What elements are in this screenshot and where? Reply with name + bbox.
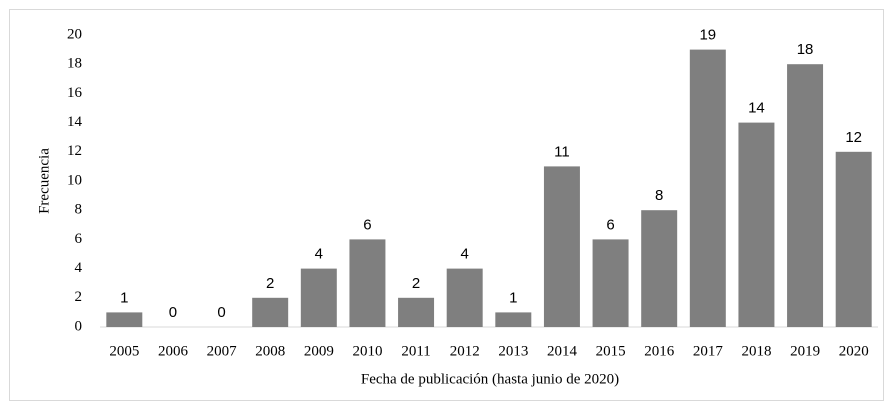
x-tick-label: 2005 <box>109 343 139 359</box>
y-tick-label: 8 <box>75 202 83 218</box>
data-label: 2 <box>412 275 420 292</box>
x-tick-label: 2012 <box>450 343 480 359</box>
x-tick-label: 2009 <box>304 343 334 359</box>
data-label: 6 <box>363 216 371 233</box>
y-tick-label: 16 <box>67 85 83 101</box>
data-label: 14 <box>748 100 765 117</box>
bar <box>349 239 386 327</box>
bar <box>106 312 143 327</box>
x-tick-label: 2010 <box>352 343 382 359</box>
bar <box>300 268 337 327</box>
data-label: 0 <box>217 304 225 321</box>
bar <box>641 210 678 327</box>
x-tick-label: 2020 <box>839 343 869 359</box>
x-tick-label: 2019 <box>790 343 820 359</box>
bar <box>835 151 872 327</box>
x-tick-label: 2015 <box>596 343 626 359</box>
y-tick-label: 10 <box>67 172 82 188</box>
chart-border <box>9 9 884 401</box>
y-tick-label: 2 <box>75 289 83 305</box>
x-tick-label: 2016 <box>644 343 675 359</box>
bar <box>543 166 580 327</box>
bar <box>738 122 775 327</box>
x-tick-label: 2014 <box>547 343 578 359</box>
bar <box>398 297 435 327</box>
y-tick-label: 6 <box>75 231 83 247</box>
data-label: 12 <box>845 129 862 146</box>
y-tick-label: 18 <box>67 56 82 72</box>
y-axis-label: Frecuencia <box>36 148 52 214</box>
y-tick-label: 4 <box>75 260 83 276</box>
bar <box>689 49 726 327</box>
bar <box>592 239 629 327</box>
y-tick-label: 20 <box>67 26 82 42</box>
bar <box>495 312 532 327</box>
data-label: 11 <box>554 143 570 160</box>
y-tick-label: 12 <box>67 143 82 159</box>
x-tick-label: 2006 <box>158 343 189 359</box>
data-label: 8 <box>655 187 663 204</box>
bar <box>787 64 824 327</box>
data-label: 6 <box>606 216 614 233</box>
bar <box>446 268 483 327</box>
data-label: 4 <box>315 246 323 263</box>
x-tick-label: 2013 <box>498 343 528 359</box>
y-tick-label: 14 <box>67 114 83 130</box>
data-label: 2 <box>266 275 274 292</box>
y-tick-label: 0 <box>75 318 83 334</box>
x-tick-label: 2008 <box>255 343 285 359</box>
data-label: 0 <box>169 304 177 321</box>
x-tick-label: 2007 <box>207 343 238 359</box>
x-tick-label: 2011 <box>401 343 430 359</box>
data-label: 4 <box>461 246 469 263</box>
data-label: 18 <box>797 41 814 58</box>
data-label: 19 <box>699 27 716 44</box>
data-label: 1 <box>120 289 128 306</box>
data-label: 1 <box>509 289 517 306</box>
bar <box>252 297 289 327</box>
x-tick-label: 2017 <box>693 343 724 359</box>
x-tick-label: 2018 <box>741 343 771 359</box>
x-axis-label: Fecha de publicación (hasta junio de 202… <box>361 371 619 387</box>
